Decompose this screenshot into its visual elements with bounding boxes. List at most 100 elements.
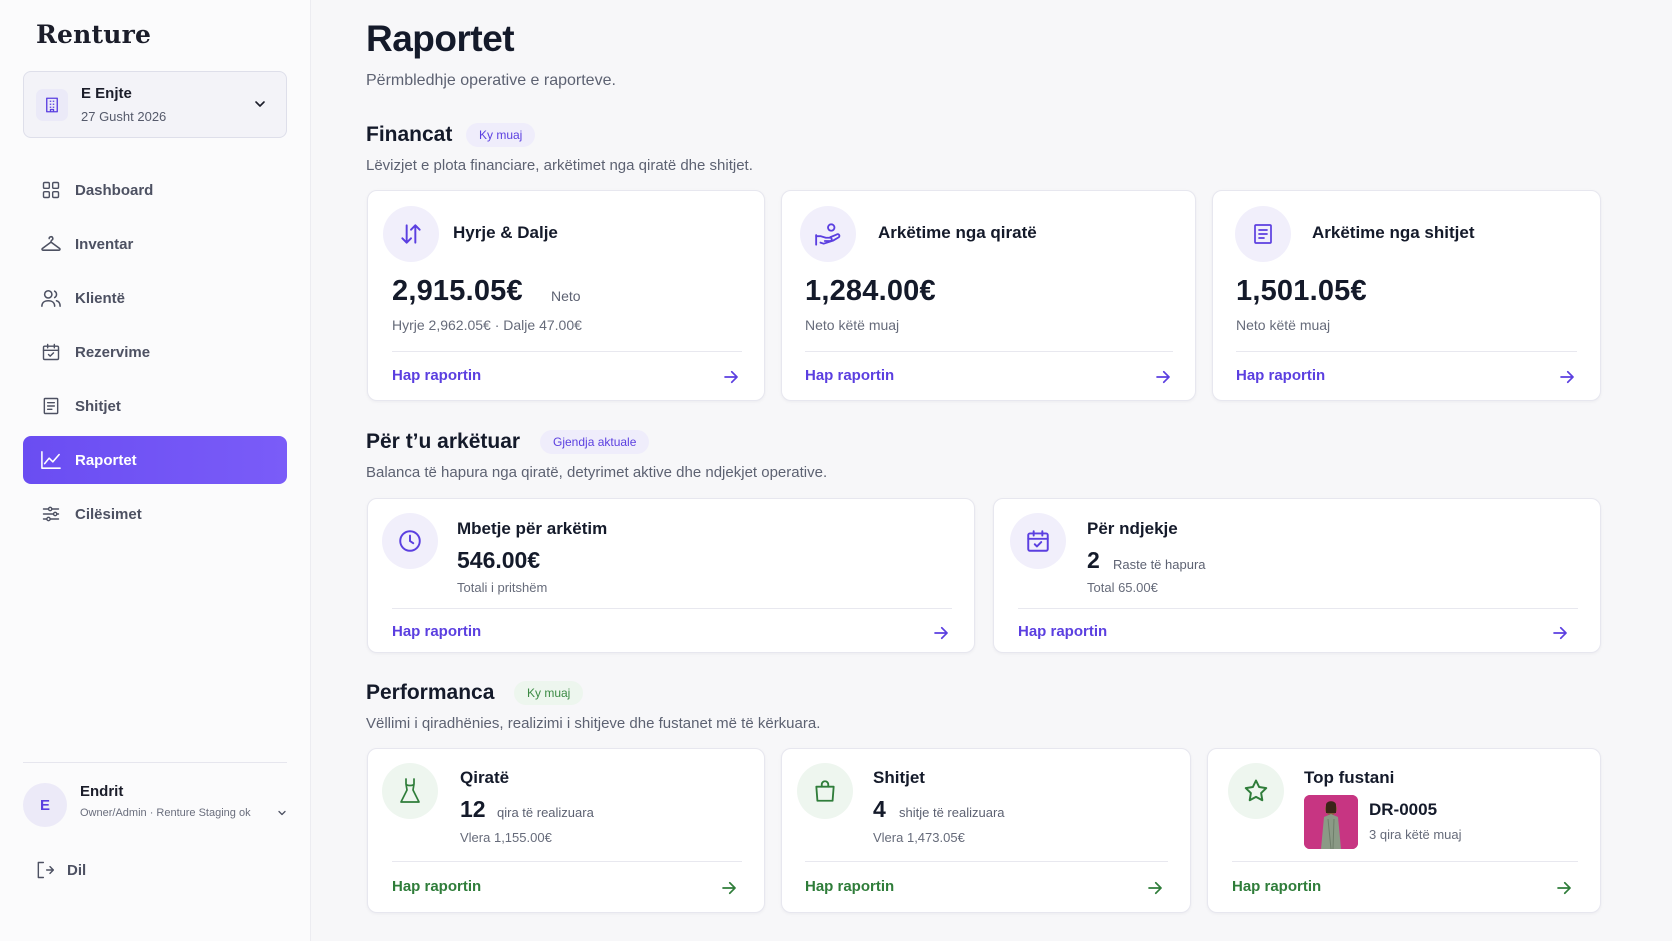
report-card-qirate: Qiratë 12 qira të realizuara Vlera 1,155… xyxy=(367,748,765,913)
user-menu[interactable]: E Endrit Owner/Admin · Renture Staging o… xyxy=(23,782,293,830)
user-name: Endrit xyxy=(80,783,124,800)
calendar-check-icon xyxy=(40,341,62,363)
date-selector-day: E Enjte xyxy=(81,85,132,102)
building-icon xyxy=(36,89,68,121)
section-title-performanca: Performanca xyxy=(366,681,495,704)
sidebar: Renture E Enjte 27 Gusht 2026 Dashboard … xyxy=(0,0,311,941)
clock-icon xyxy=(382,513,438,569)
card-title: Arkëtime nga shitjet xyxy=(1312,223,1475,242)
card-title: Mbetje për arkëtim xyxy=(457,519,608,538)
status-badge: Gjendja aktuale xyxy=(540,430,650,454)
card-subtext: Hyrje 2,962.05€ · Dalje 47.00€ xyxy=(392,317,582,333)
divider xyxy=(1236,351,1577,352)
page-subtitle: Përmbledhje operative e raporteve. xyxy=(366,72,616,89)
star-icon xyxy=(1228,763,1284,819)
sidebar-item-rezervime[interactable]: Rezervime xyxy=(23,328,287,376)
card-value: 12 xyxy=(460,796,486,822)
open-report-link[interactable]: Hap raportin xyxy=(1236,367,1326,384)
open-report-link[interactable]: Hap raportin xyxy=(805,367,895,384)
card-value: 2 xyxy=(1087,547,1100,573)
divider xyxy=(805,861,1168,862)
logout-button[interactable]: Dil xyxy=(35,860,86,880)
sidebar-item-inventar[interactable]: Inventar xyxy=(23,220,287,268)
divider xyxy=(1018,608,1578,609)
card-title: Shitjet xyxy=(873,768,925,787)
divider xyxy=(392,608,952,609)
date-selector[interactable]: E Enjte 27 Gusht 2026 xyxy=(23,71,287,138)
open-report-link[interactable]: Hap raportin xyxy=(805,878,895,895)
brand-logo[interactable]: Renture xyxy=(36,20,152,49)
open-report-link[interactable]: Hap raportin xyxy=(1232,878,1322,895)
card-value: 2,915.05€ xyxy=(392,275,523,307)
sidebar-item-dashboard[interactable]: Dashboard xyxy=(23,166,287,214)
card-title: Hyrje & Dalje xyxy=(453,223,558,242)
card-subtext: 3 qira këtë muaj xyxy=(1369,827,1462,842)
report-card-top-fustani: Top fustani DR-0005 3 qira këtë muaj Hap… xyxy=(1207,748,1601,913)
sidebar-item-label: Dashboard xyxy=(75,181,154,199)
sliders-icon xyxy=(40,503,62,525)
card-value: 1,284.00€ xyxy=(805,275,936,307)
dress-thumbnail xyxy=(1304,795,1358,849)
card-subtext: Total 65.00€ xyxy=(1087,580,1158,595)
card-unit: Neto xyxy=(551,288,581,304)
sidebar-item-label: Klientë xyxy=(75,289,126,307)
sidebar-item-label: Inventar xyxy=(75,235,134,253)
section-title-financat: Financat xyxy=(366,123,453,146)
card-title: Qiratë xyxy=(460,768,510,787)
logout-label: Dil xyxy=(67,861,87,879)
open-report-link[interactable]: Hap raportin xyxy=(1018,623,1108,640)
report-card-mbetje: Mbetje për arkëtim 546.00€ Totali i prit… xyxy=(367,498,975,653)
chevron-down-icon xyxy=(252,96,268,117)
hand-coins-icon xyxy=(800,206,856,262)
divider xyxy=(392,351,742,352)
card-subtext: Vlera 1,155.00€ xyxy=(460,830,552,845)
card-title: Top fustani xyxy=(1304,768,1395,787)
open-report-link[interactable]: Hap raportin xyxy=(392,878,482,895)
arrow-right-icon[interactable] xyxy=(1554,878,1574,898)
card-subtext: Neto këtë muaj xyxy=(805,317,900,333)
sidebar-item-kliente[interactable]: Klientë xyxy=(23,274,287,322)
arrows-up-down-icon xyxy=(383,206,439,262)
sidebar-item-raportet[interactable]: Raportet xyxy=(23,436,287,484)
section-description: Vëllimi i qiradhënies, realizimi i shitj… xyxy=(366,715,821,732)
card-subtext: Neto këtë muaj xyxy=(1236,317,1331,333)
card-subtext: Totali i pritshëm xyxy=(457,580,548,595)
report-card-arketime-shitjet: Arkëtime nga shitjet 1,501.05€ Neto këtë… xyxy=(1212,190,1601,401)
divider xyxy=(392,861,742,862)
page-title: Raportet xyxy=(366,18,515,59)
date-selector-date: 27 Gusht 2026 xyxy=(81,109,167,124)
divider xyxy=(1232,861,1578,862)
open-report-link[interactable]: Hap raportin xyxy=(392,623,482,640)
report-card-hyrje-dalje: Hyrje & Dalje 2,915.05€ Neto Hyrje 2,962… xyxy=(367,190,765,401)
shopping-bag-icon xyxy=(797,763,853,819)
divider xyxy=(23,762,287,763)
sidebar-item-shitjet[interactable]: Shitjet xyxy=(23,382,287,430)
card-unit: shitje të realizuara xyxy=(899,805,1005,820)
section-description: Lëvizjet e plota financiare, arkëtimet n… xyxy=(366,157,753,174)
receipt-icon xyxy=(1235,206,1291,262)
arrow-right-icon[interactable] xyxy=(931,623,951,643)
card-subtext: Vlera 1,473.05€ xyxy=(873,830,965,845)
sidebar-item-cilesimet[interactable]: Cilësimet xyxy=(23,490,287,538)
card-value: 4 xyxy=(873,796,886,822)
card-value: DR-0005 xyxy=(1369,800,1438,819)
arrow-right-icon[interactable] xyxy=(1550,623,1570,643)
arrow-right-icon[interactable] xyxy=(1145,878,1165,898)
report-card-shitjet: Shitjet 4 shitje të realizuara Vlera 1,4… xyxy=(781,748,1191,913)
chart-line-icon xyxy=(40,449,62,471)
avatar: E xyxy=(23,783,67,827)
divider xyxy=(805,351,1173,352)
arrow-right-icon[interactable] xyxy=(1557,367,1577,387)
sidebar-item-label: Rezervime xyxy=(75,343,151,361)
arrow-right-icon[interactable] xyxy=(719,878,739,898)
open-report-link[interactable]: Hap raportin xyxy=(392,367,482,384)
arrow-right-icon[interactable] xyxy=(721,367,741,387)
period-badge: Ky muaj xyxy=(514,681,584,705)
main-content: Raportet Përmbledhje operative e raporte… xyxy=(366,0,1666,941)
users-icon xyxy=(40,287,62,309)
logout-icon xyxy=(35,860,55,880)
card-value: 546.00€ xyxy=(457,547,541,573)
sidebar-item-label: Shitjet xyxy=(75,397,121,415)
arrow-right-icon[interactable] xyxy=(1153,367,1173,387)
sidebar-item-label: Cilësimet xyxy=(75,505,142,523)
